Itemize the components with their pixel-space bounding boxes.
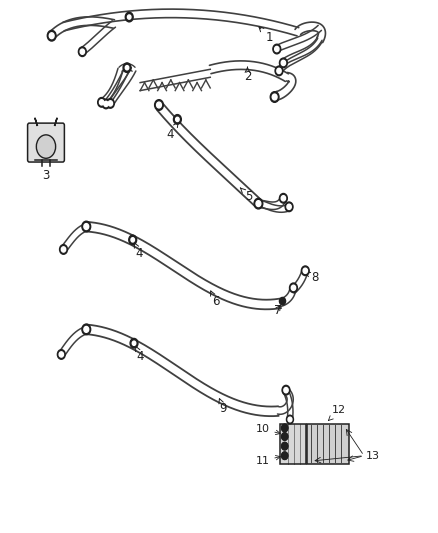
Circle shape [282,433,288,440]
Text: 13: 13 [366,451,380,461]
Circle shape [270,92,279,102]
Circle shape [285,202,293,212]
Circle shape [84,326,88,333]
Circle shape [78,47,86,56]
Circle shape [57,350,65,359]
Circle shape [275,66,283,76]
Circle shape [82,221,91,232]
Circle shape [303,268,307,273]
Circle shape [282,385,290,395]
Circle shape [127,15,131,19]
Circle shape [125,12,133,22]
Circle shape [47,30,56,41]
Circle shape [282,452,288,459]
Circle shape [301,266,309,276]
Text: 4: 4 [134,243,143,260]
Circle shape [282,452,288,459]
Circle shape [281,60,286,66]
Circle shape [84,223,88,230]
Circle shape [282,433,288,440]
Text: 3: 3 [42,169,49,182]
Circle shape [282,424,288,432]
Circle shape [277,68,281,74]
Circle shape [36,135,56,158]
Text: 1: 1 [259,27,273,44]
Circle shape [254,198,263,209]
Circle shape [49,33,54,39]
Text: 4: 4 [136,346,144,362]
Circle shape [282,442,288,450]
Circle shape [106,99,114,108]
Circle shape [125,66,129,70]
Circle shape [279,193,287,203]
Circle shape [61,247,66,252]
Circle shape [173,115,181,124]
Circle shape [275,46,279,52]
Circle shape [132,341,136,345]
Circle shape [273,44,281,54]
FancyBboxPatch shape [280,424,306,464]
Circle shape [272,94,277,100]
Text: 6: 6 [211,291,219,308]
Circle shape [99,100,104,105]
Circle shape [286,415,293,424]
Circle shape [282,424,288,432]
Circle shape [60,245,67,254]
Text: 7: 7 [273,304,281,317]
Circle shape [279,297,286,305]
Circle shape [290,283,297,293]
Text: 10: 10 [255,424,280,434]
Circle shape [155,100,163,110]
Circle shape [279,58,287,68]
Text: 9: 9 [219,399,227,415]
Circle shape [104,101,108,107]
Circle shape [256,200,261,207]
FancyBboxPatch shape [307,424,349,464]
Circle shape [288,417,292,422]
Text: 8: 8 [305,271,318,284]
FancyBboxPatch shape [28,123,64,162]
Circle shape [108,101,113,106]
Text: 4: 4 [166,123,178,141]
Circle shape [284,387,288,393]
Text: 5: 5 [240,188,252,203]
Circle shape [131,238,134,242]
Circle shape [176,117,179,122]
Circle shape [157,102,161,108]
Text: 2: 2 [244,67,251,83]
Circle shape [282,442,288,450]
Circle shape [82,324,91,335]
Circle shape [59,352,64,357]
Circle shape [281,196,286,201]
Circle shape [123,63,131,72]
Circle shape [291,285,296,290]
Circle shape [80,49,85,54]
Circle shape [102,99,110,109]
Text: 12: 12 [328,406,346,421]
Circle shape [287,204,291,209]
Circle shape [129,235,137,245]
Circle shape [98,98,106,107]
Text: 11: 11 [255,456,280,466]
Circle shape [130,338,138,348]
